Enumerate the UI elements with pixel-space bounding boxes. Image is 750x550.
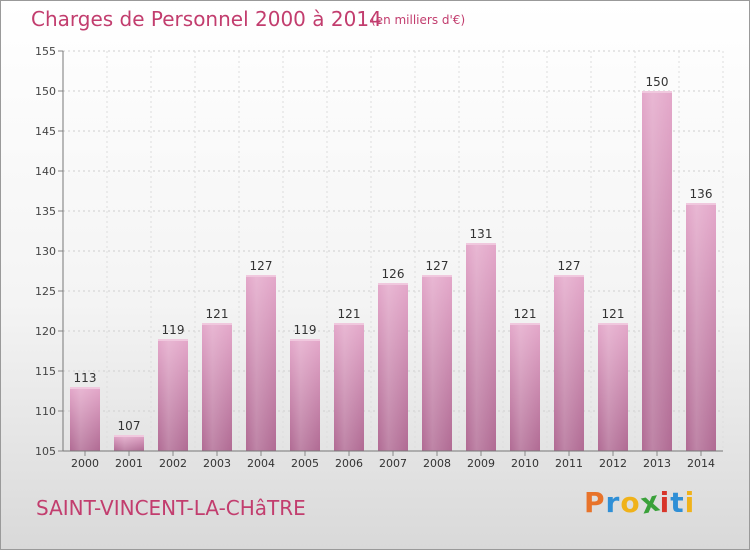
bar-top (158, 339, 188, 341)
chart-title: Charges de Personnel 2000 à 2014 (31, 7, 382, 31)
bar-value-label: 127 (250, 259, 273, 273)
bar-shine (422, 275, 452, 451)
bar-shine (598, 323, 628, 451)
y-tick-label: 145 (35, 125, 56, 138)
x-tick-label: 2013 (643, 457, 671, 470)
bar-shine (642, 91, 672, 451)
bar-top (246, 275, 276, 277)
bar-value-label: 136 (690, 187, 713, 201)
x-tick-label: 2006 (335, 457, 363, 470)
bar-value-label: 121 (338, 307, 361, 321)
proxiti-logo: Proxiti (584, 484, 696, 520)
bar-top (554, 275, 584, 277)
bar-top (466, 243, 496, 245)
bar-shine (202, 323, 232, 451)
y-tick-label: 150 (35, 85, 56, 98)
x-tick-label: 2005 (291, 457, 319, 470)
y-tick-label: 135 (35, 205, 56, 218)
bar-value-label: 119 (294, 323, 317, 337)
logo-letter: o (620, 486, 641, 519)
bar-top (422, 275, 452, 277)
bar-value-label: 119 (162, 323, 185, 337)
x-tick-label: 2004 (247, 457, 275, 470)
bar-value-label: 121 (206, 307, 229, 321)
y-tick-label: 140 (35, 165, 56, 178)
bar-top (378, 283, 408, 285)
x-tick-label: 2008 (423, 457, 451, 470)
bar-top (642, 91, 672, 93)
bar-value-label: 121 (602, 307, 625, 321)
bar-top (334, 323, 364, 325)
bar-shine (334, 323, 364, 451)
y-tick-label: 125 (35, 285, 56, 298)
x-tick-label: 2009 (467, 457, 495, 470)
bar-shine (510, 323, 540, 451)
x-tick-label: 2011 (555, 457, 583, 470)
bar-value-label: 107 (118, 419, 141, 433)
bar-value-label: 113 (74, 371, 97, 385)
bar-shine (466, 243, 496, 451)
bar-shine (158, 339, 188, 451)
x-tick-label: 2000 (71, 457, 99, 470)
logo-letter: r (605, 486, 621, 519)
x-tick-label: 2014 (687, 457, 715, 470)
logo-letter: i (684, 486, 696, 519)
x-tick-label: 2001 (115, 457, 143, 470)
bar-value-label: 127 (558, 259, 581, 273)
bar-shine (290, 339, 320, 451)
bar-value-label: 127 (426, 259, 449, 273)
bar-value-label: 126 (382, 267, 405, 281)
bar-shine (378, 283, 408, 451)
bar-top (202, 323, 232, 325)
bar-top (510, 323, 540, 325)
commune-name: SAINT-VINCENT-LA-CHâTRE (36, 496, 306, 520)
x-tick-label: 2010 (511, 457, 539, 470)
bar-shine (114, 435, 144, 451)
x-tick-label: 2002 (159, 457, 187, 470)
bar-shine (554, 275, 584, 451)
y-tick-label: 120 (35, 325, 56, 338)
bar-top (290, 339, 320, 341)
bar-value-label: 121 (514, 307, 537, 321)
x-tick-label: 2003 (203, 457, 231, 470)
bar-value-label: 131 (470, 227, 493, 241)
chart-subtitle: (en milliers d'€) (371, 13, 466, 27)
x-tick-label: 2012 (599, 457, 627, 470)
logo-letter: t (670, 486, 685, 519)
bar-top (598, 323, 628, 325)
y-tick-label: 130 (35, 245, 56, 258)
bar-shine (246, 275, 276, 451)
bar-top (70, 387, 100, 389)
bar-value-label: 150 (646, 75, 669, 89)
y-tick-label: 115 (35, 365, 56, 378)
y-tick-label: 105 (35, 445, 56, 458)
y-tick-label: 110 (35, 405, 56, 418)
bar-top (686, 203, 716, 205)
x-tick-label: 2007 (379, 457, 407, 470)
logo-letter: i (659, 486, 671, 519)
y-tick-label: 155 (35, 45, 56, 58)
logo-letter: P (584, 486, 606, 519)
bar-shine (70, 387, 100, 451)
bar-shine (686, 203, 716, 451)
bar-top (114, 435, 144, 437)
